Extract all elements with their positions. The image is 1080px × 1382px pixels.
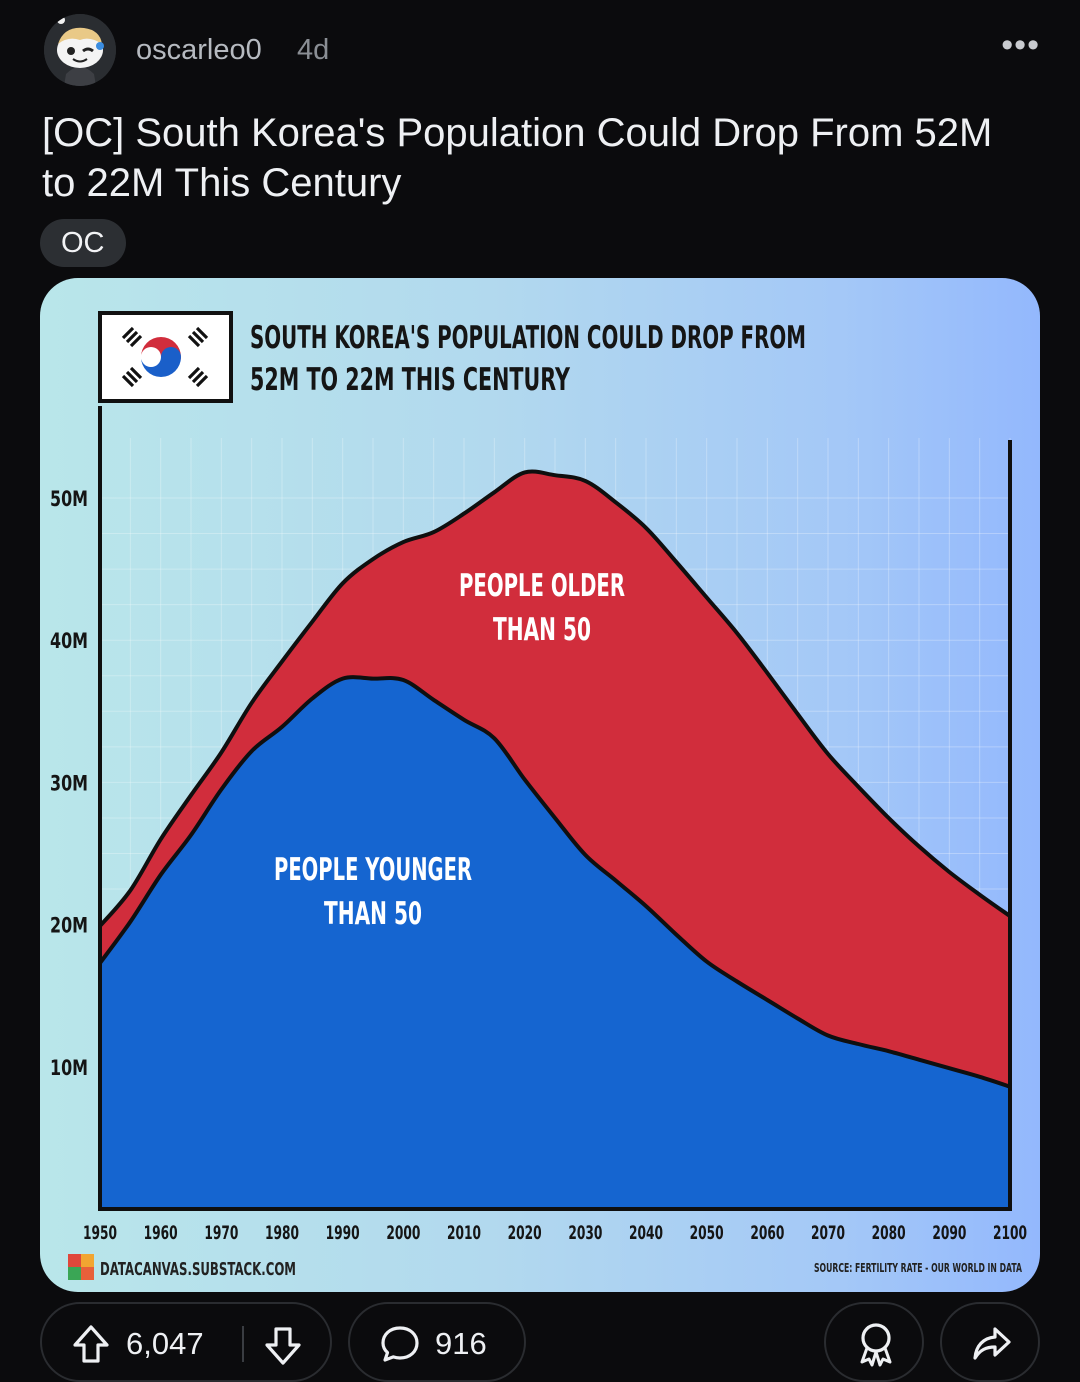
x-tick-labels: 1950 1960 1970 1980 1990 2000 2010 2020 2030 2040… <box>83 1222 1027 1244</box>
y-tick-label: 50M <box>50 487 88 511</box>
chart-title-line1: SOUTH KOREA'S POPULATION COULD DROP FROM <box>250 320 806 356</box>
younger-outline <box>98 675 1011 1089</box>
y-tick-label: 40M <box>50 629 88 653</box>
user-avatar[interactable] <box>44 14 116 86</box>
older-label-line1: PEOPLE OLDER <box>459 568 625 604</box>
post-title[interactable]: [OC] South Korea's Population Could Drop… <box>42 111 993 205</box>
source-text: SOURCE: FERTILITY RATE - OUR WORLD IN DA… <box>814 1261 1022 1275</box>
y-tick-label: 20M <box>50 914 88 938</box>
downvote-icon[interactable] <box>264 1326 302 1366</box>
x-tick-label: 2030 <box>568 1222 602 1244</box>
y-tick-label: 30M <box>50 771 88 795</box>
x-tick-label: 2020 <box>508 1222 542 1244</box>
x-tick-label: 1970 <box>204 1222 238 1244</box>
post-image[interactable]: .cond { font-family:"DejaVu Sans", sans-… <box>40 278 1040 1292</box>
username-link[interactable]: oscarleo0 <box>136 34 262 66</box>
younger-label-line2: THAN 50 <box>324 896 422 932</box>
korean-flag-icon <box>98 311 233 403</box>
comment-bubble-icon <box>381 1326 419 1362</box>
x-tick-label: 1980 <box>265 1222 299 1244</box>
x-tick-label: 2090 <box>932 1222 966 1244</box>
post-age: 4d <box>297 34 330 66</box>
chart-title-line2: 52M TO 22M THIS CENTURY <box>250 362 570 398</box>
x-tick-label: 1960 <box>144 1222 178 1244</box>
x-tick-label: 2060 <box>750 1222 784 1244</box>
x-tick-label: 2070 <box>811 1222 845 1244</box>
x-tick-label: 2000 <box>386 1222 420 1244</box>
award-button[interactable] <box>824 1302 924 1382</box>
y-tick-label: 10M <box>50 1056 88 1080</box>
post-action-bar: 6,047 916 <box>0 1302 1080 1382</box>
x-tick-label: 1990 <box>326 1222 360 1244</box>
more-options-icon[interactable]: ••• <box>1001 26 1040 64</box>
younger-label-line1: PEOPLE YOUNGER <box>274 852 472 888</box>
post-flair[interactable]: OC <box>40 219 126 267</box>
x-tick-label: 2080 <box>872 1222 906 1244</box>
total-outline <box>98 469 1012 928</box>
share-arrow-icon <box>973 1327 1011 1360</box>
x-tick-label: 1950 <box>83 1222 117 1244</box>
post-header: oscarleo0 4d ••• <box>44 14 1040 86</box>
population-area-chart: .cond { font-family:"DejaVu Sans", sans-… <box>50 311 1027 1280</box>
snoo-avatar-icon <box>44 14 116 86</box>
y-tick-labels: 10M 20M 30M 40M 50M <box>50 487 88 1080</box>
upvote-icon[interactable] <box>72 1324 110 1364</box>
datacanvas-logo-icon <box>68 1254 94 1280</box>
younger-than-50-area <box>100 677 1010 1209</box>
older-label-line2: THAN 50 <box>493 612 591 648</box>
comment-count: 916 <box>435 1326 487 1361</box>
share-button[interactable] <box>940 1302 1040 1382</box>
award-icon <box>860 1323 892 1367</box>
x-tick-label: 2100 <box>993 1222 1027 1244</box>
comments-button[interactable]: 916 <box>348 1302 526 1382</box>
vote-divider <box>242 1326 244 1362</box>
x-tick-label: 2010 <box>447 1222 481 1244</box>
vote-pill: 6,047 <box>40 1302 332 1382</box>
upvote-count: 6,047 <box>126 1326 204 1361</box>
x-tick-label: 2050 <box>690 1222 724 1244</box>
credit-text: DATACANVAS.SUBSTACK.COM <box>100 1259 296 1280</box>
x-tick-label: 2040 <box>629 1222 663 1244</box>
